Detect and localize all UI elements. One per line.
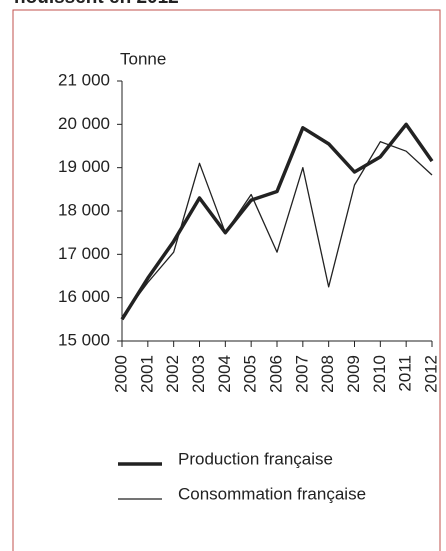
x-tick-label: 2004: [215, 355, 234, 393]
frame: [12, 9, 441, 551]
y-tick-label: 18 000: [58, 200, 110, 219]
y-tick-label: 16 000: [58, 287, 110, 306]
series-line: [121, 141, 433, 318]
chart-title: nouissent en 2012: [14, 0, 179, 8]
y-axis-label: Tonne: [120, 49, 166, 68]
x-tick-label: 2001: [137, 355, 156, 393]
x-tick-label: 2010: [370, 355, 389, 393]
x-tick-label: 2008: [318, 355, 337, 393]
y-tick-label: 21 000: [58, 70, 110, 89]
x-tick-label: 2011: [396, 355, 415, 392]
x-tick-label: 2002: [163, 355, 182, 393]
y-tick-label: 20 000: [58, 114, 110, 133]
legend-label: Consommation française: [178, 484, 366, 503]
y-tick-label: 17 000: [58, 244, 110, 263]
x-tick-label: 2007: [292, 355, 311, 393]
series-line: [120, 122, 434, 321]
x-tick-label: 2005: [241, 355, 260, 393]
y-tick-label: 15 000: [58, 330, 110, 349]
x-tick-label: 2009: [344, 355, 363, 393]
x-tick-label: 2000: [111, 355, 130, 393]
y-tick-label: 19 000: [58, 157, 110, 176]
legend-label: Production française: [178, 449, 333, 468]
x-tick-label: 2006: [266, 355, 285, 393]
x-tick-label: 2003: [189, 355, 208, 393]
x-tick-label: 2012: [421, 355, 440, 393]
